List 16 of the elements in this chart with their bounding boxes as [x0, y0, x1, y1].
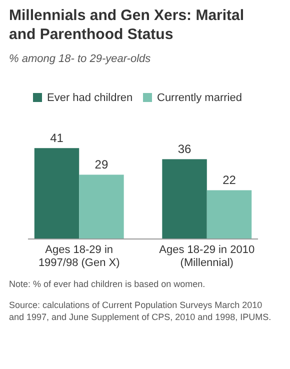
legend-label: Currently married [157, 92, 242, 104]
data-label: 36 [178, 142, 192, 156]
chart-subtitle: % among 18- to 29-year-olds [9, 53, 152, 65]
bar [162, 159, 207, 239]
legend-label: Ever had children [47, 92, 133, 104]
x-tick-label: Ages 18-29 in 1997/98 (Gen X) [38, 244, 120, 269]
chart-title: Millennials and Gen Xers: Marital and Parenthood Status [9, 7, 244, 43]
bar [34, 148, 80, 239]
x-tick-label: Ages 18-29 in 2010 (Millennial) [159, 244, 255, 269]
data-label: 22 [222, 173, 236, 188]
text: Note: % of ever had children is based on women. [9, 279, 206, 289]
bar [206, 190, 252, 239]
data-label: 29 [94, 158, 108, 172]
bar [79, 174, 124, 239]
source-note: Source: calculations of Current Population Surveys March 2010 and 1997, and June Supplement of CPS, 2010 and 1998, IPUMS. [9, 300, 272, 322]
data-label: 41 [50, 131, 64, 146]
